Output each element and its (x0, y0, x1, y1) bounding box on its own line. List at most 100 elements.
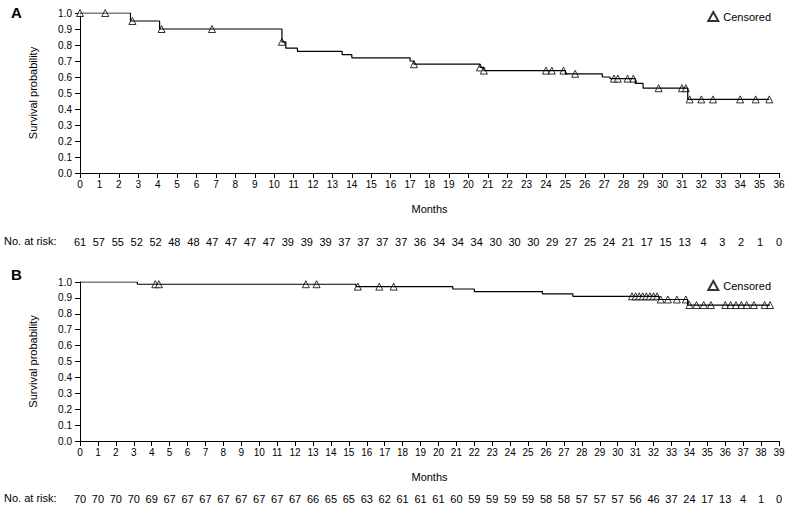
svg-text:61: 61 (432, 493, 444, 505)
svg-text:0.3: 0.3 (58, 120, 72, 131)
svg-text:30: 30 (657, 179, 669, 190)
svg-text:70: 70 (128, 493, 140, 505)
svg-text:70: 70 (92, 493, 104, 505)
svg-text:34: 34 (684, 447, 696, 458)
svg-text:8: 8 (221, 447, 227, 458)
svg-text:12: 12 (290, 447, 302, 458)
svg-text:20: 20 (463, 179, 475, 190)
svg-text:3: 3 (131, 447, 137, 458)
svg-text:28: 28 (576, 447, 588, 458)
svg-text:Survival probability: Survival probability (27, 315, 39, 408)
svg-text:19: 19 (415, 447, 427, 458)
svg-text:9: 9 (252, 179, 258, 190)
svg-text:67: 67 (253, 493, 265, 505)
svg-text:0.9: 0.9 (58, 292, 72, 303)
svg-text:31: 31 (630, 447, 642, 458)
svg-text:15: 15 (366, 179, 378, 190)
svg-text:26: 26 (540, 447, 552, 458)
svg-text:Months: Months (411, 203, 448, 215)
svg-text:0.2: 0.2 (58, 404, 72, 415)
svg-text:No. at risk:: No. at risk: (4, 492, 57, 504)
svg-text:27: 27 (599, 179, 611, 190)
svg-text:0.0: 0.0 (58, 436, 72, 447)
svg-text:0.0: 0.0 (58, 168, 72, 179)
svg-text:39: 39 (773, 447, 785, 458)
svg-text:No. at risk:: No. at risk: (4, 235, 57, 247)
svg-text:1: 1 (758, 493, 764, 505)
svg-text:0.8: 0.8 (58, 40, 72, 51)
svg-text:39: 39 (301, 236, 313, 248)
svg-text:66: 66 (307, 493, 319, 505)
svg-text:0.8: 0.8 (58, 308, 72, 319)
svg-text:2: 2 (738, 236, 744, 248)
svg-text:0.5: 0.5 (58, 88, 72, 99)
svg-text:0.1: 0.1 (58, 420, 72, 431)
svg-text:52: 52 (131, 236, 143, 248)
svg-text:67: 67 (199, 493, 211, 505)
svg-text:58: 58 (540, 493, 552, 505)
svg-text:Survival probability: Survival probability (27, 46, 39, 139)
svg-text:39: 39 (319, 236, 331, 248)
svg-text:48: 48 (168, 236, 180, 248)
svg-text:17: 17 (405, 179, 417, 190)
svg-text:35: 35 (702, 447, 714, 458)
svg-text:59: 59 (486, 493, 498, 505)
svg-text:15: 15 (343, 447, 355, 458)
svg-text:31: 31 (676, 179, 688, 190)
svg-text:32: 32 (696, 179, 708, 190)
svg-text:52: 52 (149, 236, 161, 248)
svg-text:10: 10 (254, 447, 266, 458)
svg-text:35: 35 (754, 179, 766, 190)
svg-text:6: 6 (194, 179, 200, 190)
svg-text:11: 11 (272, 447, 283, 458)
svg-text:5: 5 (167, 447, 173, 458)
svg-text:67: 67 (217, 493, 229, 505)
svg-text:7: 7 (203, 447, 209, 458)
svg-text:4: 4 (740, 493, 746, 505)
svg-text:1: 1 (97, 179, 103, 190)
svg-text:0.7: 0.7 (58, 324, 72, 335)
svg-text:2: 2 (116, 179, 122, 190)
svg-text:17: 17 (641, 236, 653, 248)
svg-text:18: 18 (397, 447, 409, 458)
svg-text:57: 57 (93, 236, 105, 248)
svg-text:30: 30 (490, 236, 502, 248)
svg-text:59: 59 (468, 493, 480, 505)
svg-text:59: 59 (504, 493, 516, 505)
svg-text:Censored: Censored (723, 11, 771, 23)
svg-text:62: 62 (379, 493, 391, 505)
svg-text:15: 15 (659, 236, 671, 248)
svg-text:59: 59 (522, 493, 534, 505)
svg-text:60: 60 (450, 493, 462, 505)
svg-text:0.5: 0.5 (58, 356, 72, 367)
svg-text:0.3: 0.3 (58, 388, 72, 399)
svg-text:26: 26 (579, 179, 591, 190)
svg-text:61: 61 (74, 236, 86, 248)
svg-text:13: 13 (679, 236, 691, 248)
svg-text:13: 13 (327, 179, 339, 190)
svg-text:3: 3 (719, 236, 725, 248)
svg-text:29: 29 (546, 236, 558, 248)
svg-text:29: 29 (594, 447, 606, 458)
svg-text:16: 16 (385, 179, 397, 190)
svg-text:55: 55 (112, 236, 124, 248)
svg-text:46: 46 (647, 493, 659, 505)
svg-text:34: 34 (471, 236, 483, 248)
svg-text:67: 67 (235, 493, 247, 505)
svg-text:1: 1 (95, 447, 101, 458)
svg-text:36: 36 (414, 236, 426, 248)
svg-text:57: 57 (576, 493, 588, 505)
svg-text:2: 2 (113, 447, 119, 458)
svg-text:8: 8 (233, 179, 239, 190)
svg-text:18: 18 (424, 179, 436, 190)
svg-text:13: 13 (719, 493, 731, 505)
svg-text:57: 57 (612, 493, 624, 505)
svg-text:0.9: 0.9 (58, 24, 72, 35)
svg-text:30: 30 (508, 236, 520, 248)
svg-text:17: 17 (701, 493, 713, 505)
svg-text:69: 69 (146, 493, 158, 505)
svg-text:12: 12 (307, 179, 319, 190)
svg-text:Censored: Censored (723, 280, 771, 292)
svg-text:57: 57 (594, 493, 606, 505)
svg-text:70: 70 (74, 493, 86, 505)
